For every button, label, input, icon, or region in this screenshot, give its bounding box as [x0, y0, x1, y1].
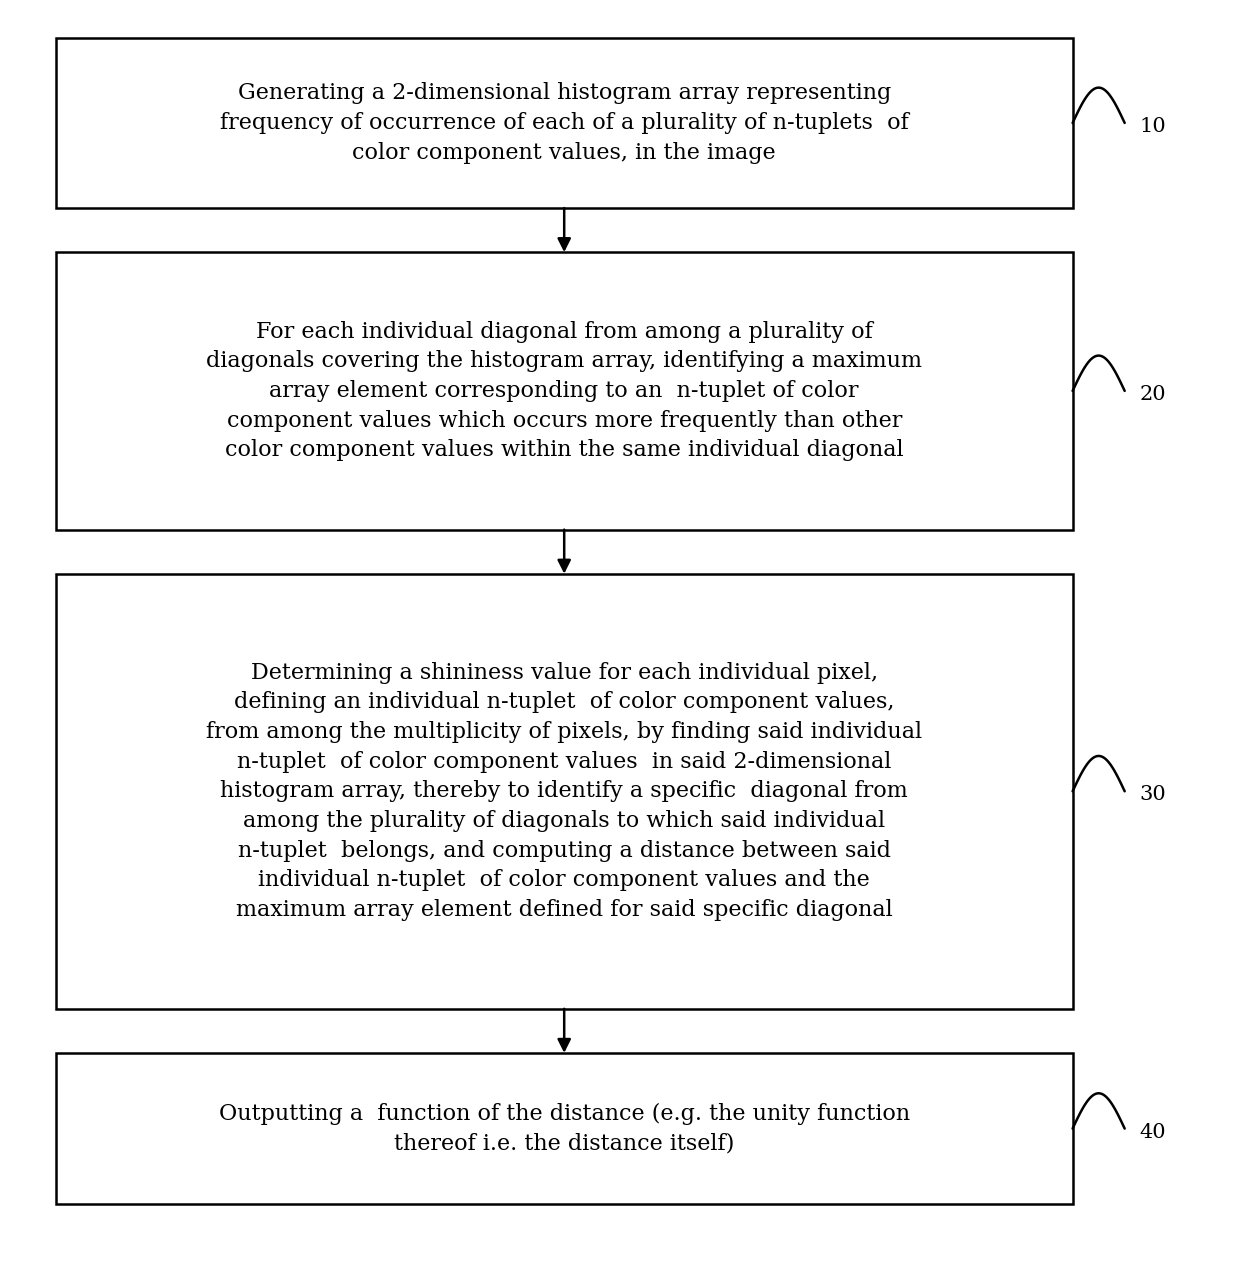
- Bar: [56, 574, 1073, 1009]
- Bar: [56, 1053, 1073, 1204]
- Text: Determining a shininess value for each individual pixel,
defining an individual : Determining a shininess value for each i…: [206, 662, 923, 921]
- Text: Generating a 2-dimensional histogram array representing
frequency of occurrence : Generating a 2-dimensional histogram arr…: [219, 82, 909, 164]
- Bar: [56, 252, 1073, 530]
- Text: For each individual diagonal from among a plurality of
diagonals covering the hi: For each individual diagonal from among …: [206, 320, 923, 462]
- Text: Outputting a  function of the distance (e.g. the unity function
thereof i.e. the: Outputting a function of the distance (e…: [218, 1102, 910, 1155]
- Text: 40: 40: [1140, 1122, 1166, 1141]
- Bar: [56, 38, 1073, 208]
- Text: 20: 20: [1140, 385, 1166, 404]
- Text: 10: 10: [1140, 117, 1167, 136]
- Text: 30: 30: [1140, 786, 1167, 805]
